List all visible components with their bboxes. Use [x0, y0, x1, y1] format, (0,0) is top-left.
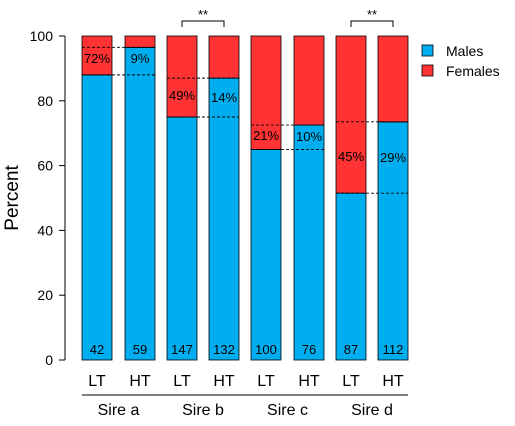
x-tick-label: LT	[173, 373, 191, 390]
chart-legend: Males Females	[421, 43, 500, 79]
bar-males	[335, 192, 367, 361]
count-label: 76	[302, 342, 316, 357]
percent-label: 21%	[253, 128, 279, 143]
bar-females	[81, 35, 113, 76]
count-label: 112	[383, 342, 404, 357]
bar-males	[250, 148, 282, 361]
legend-label: Females	[446, 63, 500, 79]
chart-axes: 0 20 40 60 80 100 Percent LT HT LT HT LT HT LT HT Sire …	[2, 28, 408, 419]
group-label: Sire d	[351, 402, 393, 419]
percent-label: 14%	[211, 90, 237, 105]
x-tick-label: HT	[213, 373, 235, 390]
y-tick-label: 80	[37, 93, 53, 109]
y-tick-label: 60	[37, 158, 53, 174]
count-label: 132	[213, 342, 235, 357]
bar-males	[124, 46, 156, 361]
x-tick-label: HT	[129, 373, 151, 390]
legend-label: Males	[446, 43, 483, 59]
bar-males	[293, 124, 325, 361]
count-label: 42	[90, 342, 104, 357]
percent-label: 29%	[380, 150, 406, 165]
bar-females	[377, 35, 409, 123]
percent-label: 9%	[131, 51, 150, 66]
chart-bars	[81, 35, 409, 361]
bar-females	[208, 35, 240, 79]
count-label: 100	[255, 342, 277, 357]
chart-annotations: 72% 9% 49% 14% 21% 10% 45% 29% 42 59 147 132 100 76 87…	[82, 7, 408, 357]
bar-males	[166, 116, 198, 361]
significance-bracket	[350, 20, 394, 27]
y-tick-label: 100	[30, 28, 54, 44]
count-label: 87	[344, 342, 358, 357]
y-tick-label: 40	[37, 222, 53, 238]
significance-bracket	[181, 20, 225, 27]
bar-females	[335, 35, 367, 194]
bar-males	[377, 121, 409, 361]
significance-label: **	[367, 7, 377, 22]
bar-females	[166, 35, 198, 118]
group-label: Sire b	[182, 402, 224, 419]
significance-label: **	[198, 7, 208, 22]
percent-label: 45%	[338, 149, 364, 164]
count-label: 59	[133, 342, 147, 357]
percent-label: 10%	[296, 129, 322, 144]
x-tick-label: HT	[298, 373, 320, 390]
y-axis-label: Percent	[2, 165, 23, 231]
bar-females	[124, 35, 156, 48]
x-tick-label: LT	[342, 373, 360, 390]
legend-swatch	[421, 64, 434, 77]
legend-swatch	[421, 44, 434, 57]
x-tick-label: LT	[257, 373, 275, 390]
group-label: Sire a	[98, 402, 140, 419]
x-tick-label: HT	[382, 373, 404, 390]
y-tick-label: 0	[45, 352, 53, 368]
percent-label: 49%	[169, 88, 195, 103]
bar-males	[208, 77, 240, 361]
bar-females	[293, 35, 325, 126]
count-label: 147	[171, 342, 193, 357]
bar-males	[81, 74, 113, 361]
y-tick-label: 20	[37, 287, 53, 303]
group-label: Sire c	[267, 402, 308, 419]
percent-label: 72%	[84, 51, 110, 66]
x-tick-label: LT	[88, 373, 106, 390]
